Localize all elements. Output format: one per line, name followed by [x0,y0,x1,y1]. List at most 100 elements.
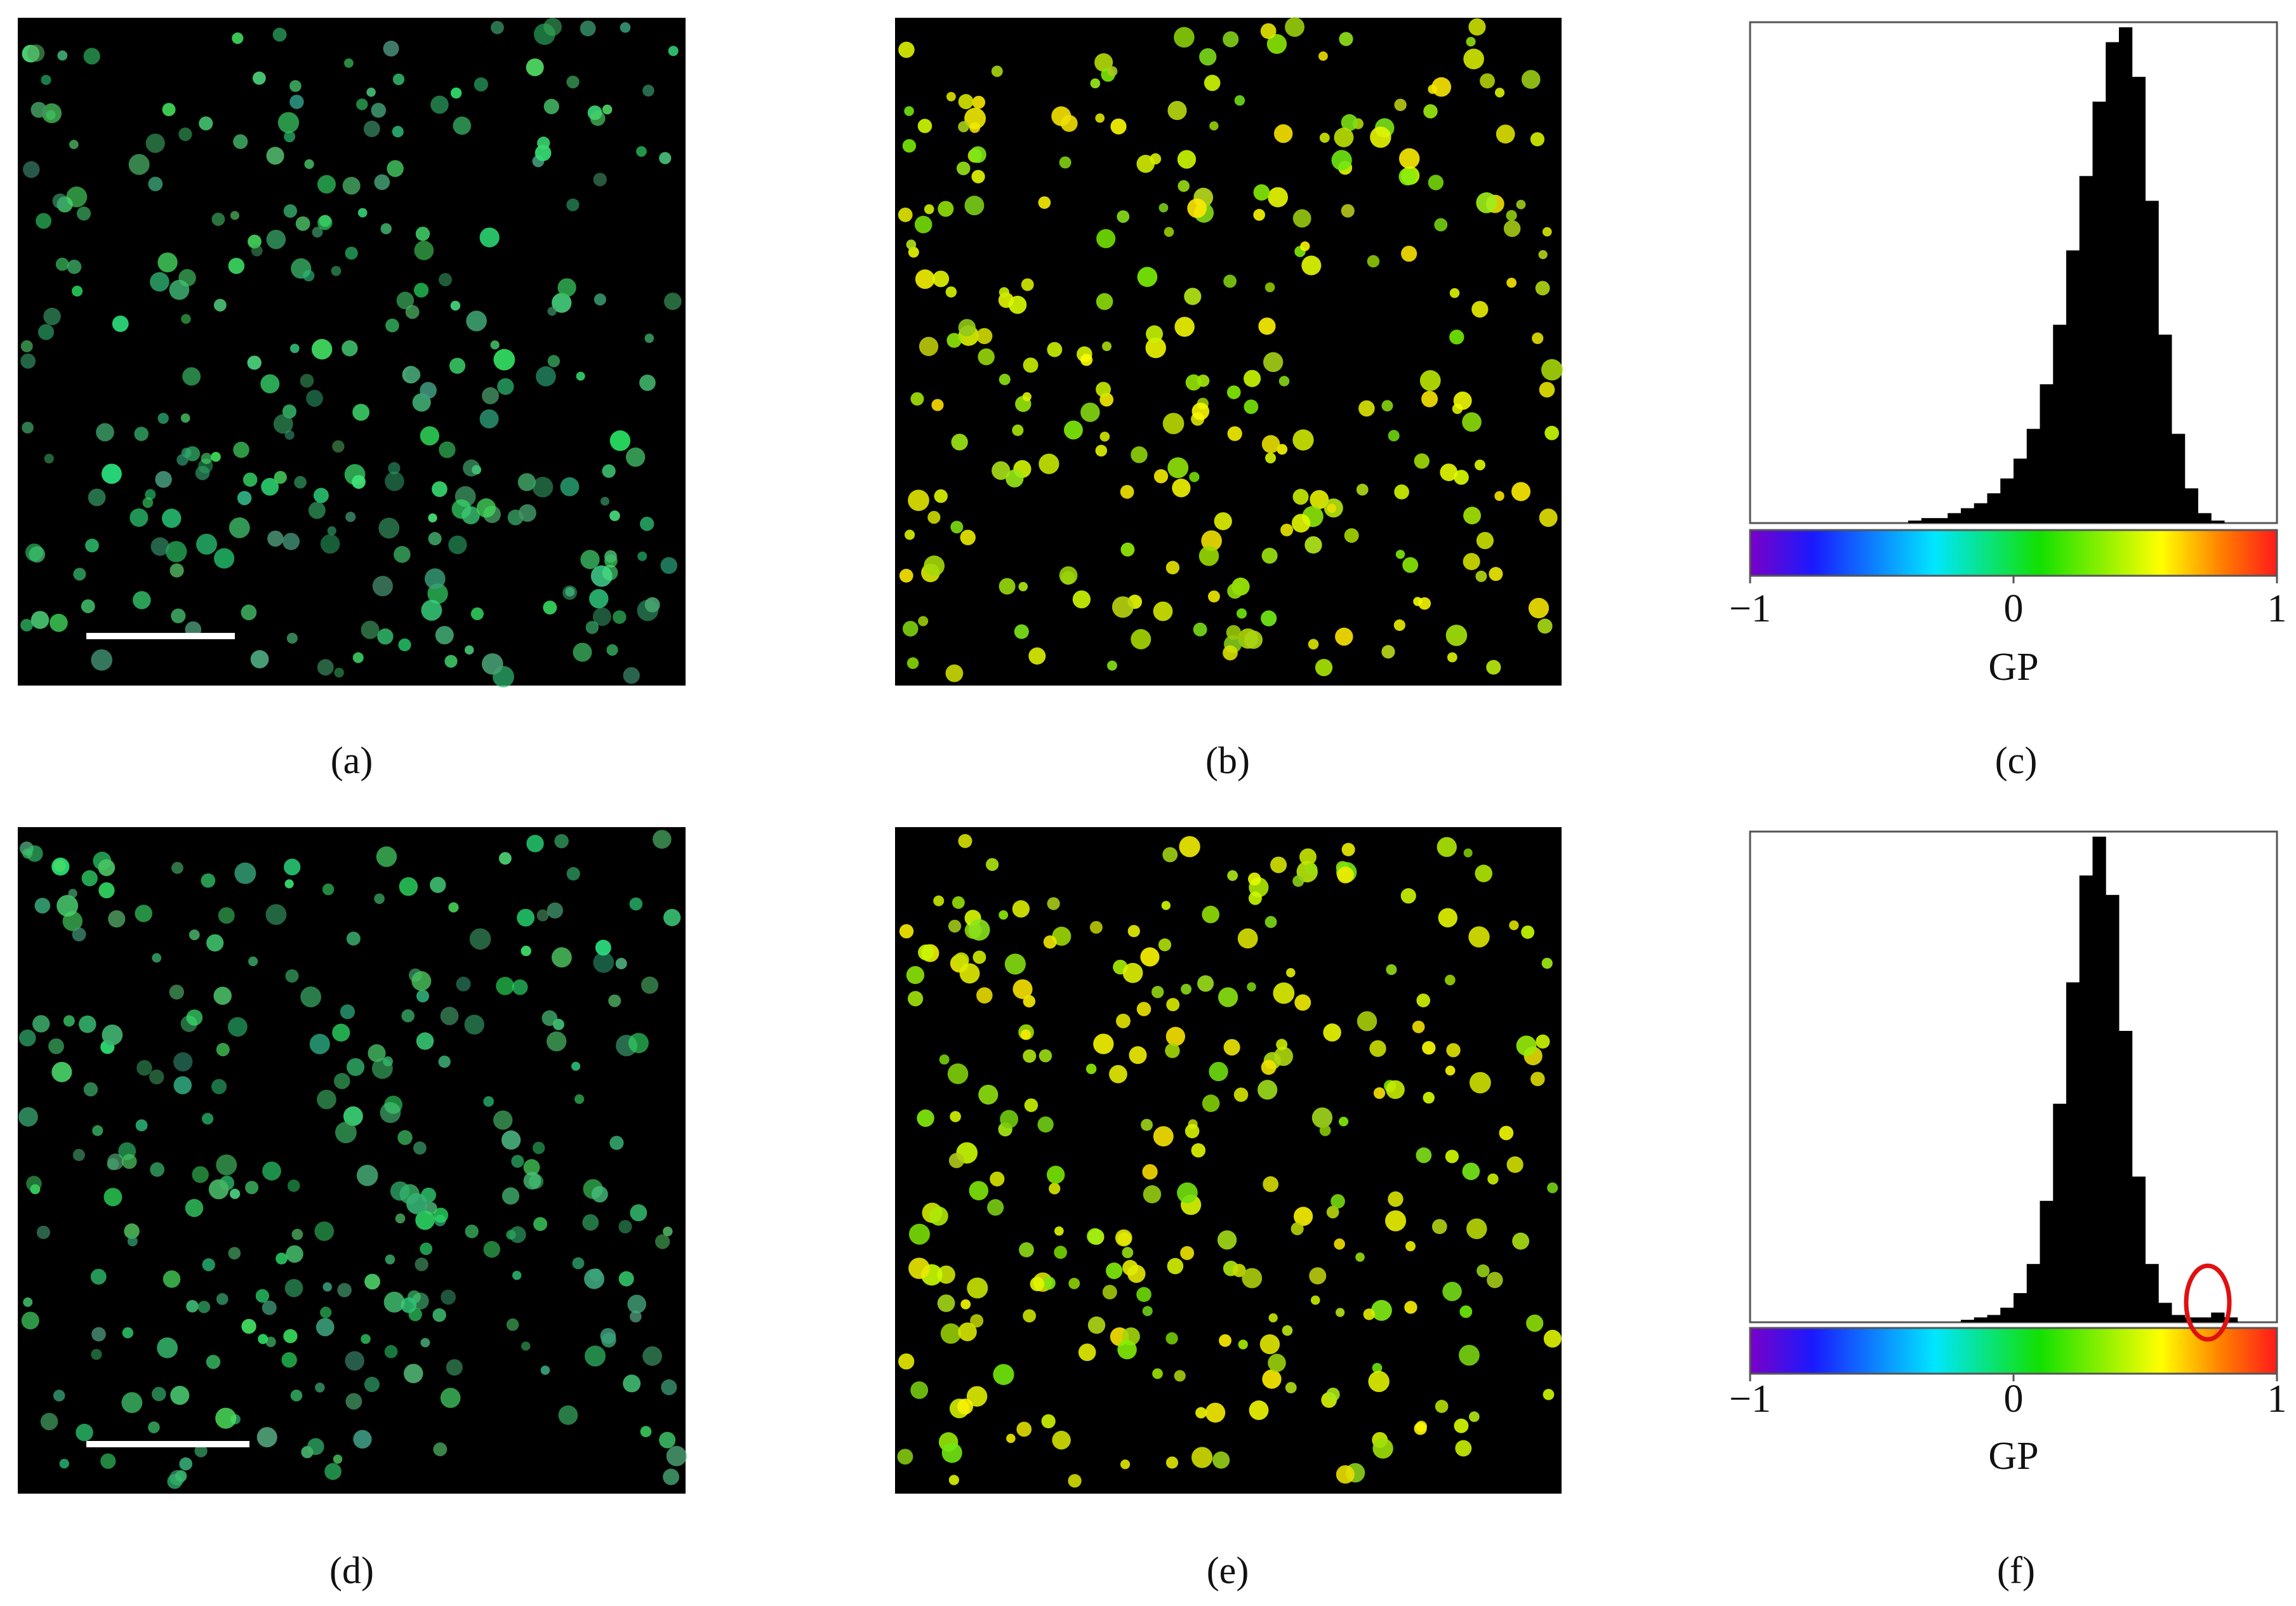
cell [148,1421,160,1433]
cell [1310,1295,1320,1305]
cell [589,589,609,609]
cell [1209,121,1219,131]
cell [283,1329,298,1343]
cell [1012,979,1033,999]
cell [908,1258,930,1279]
cell [274,470,287,484]
cell [1181,983,1192,995]
cell [970,1314,984,1328]
cell [230,211,239,220]
cell [1372,1363,1383,1373]
cell [255,1289,270,1303]
cell [511,1155,524,1168]
cell [1223,31,1239,48]
cell [322,1282,333,1292]
cell [1202,1094,1220,1112]
cell [1146,325,1164,343]
cell [145,489,156,500]
colorbar [1749,529,2278,577]
cell [1047,342,1063,357]
cell [661,1379,677,1395]
cell [157,252,178,273]
cell [501,1187,520,1205]
cell [521,1341,531,1351]
cell [899,569,913,583]
cell [628,1033,649,1054]
cell [180,413,190,423]
cell [1336,1308,1345,1317]
cell [659,1431,676,1449]
cell [618,1219,632,1234]
cell [27,44,45,62]
cell [1530,1072,1545,1087]
x-axis-label: GP [1988,1435,2038,1478]
cell [585,621,599,634]
cell [644,333,654,343]
cell [1223,1039,1240,1056]
cell [1309,1267,1327,1285]
cell [352,475,366,489]
cell [361,620,380,639]
cell [1335,627,1353,646]
cell [233,441,249,458]
cell [602,464,616,478]
cell [666,1445,687,1466]
cell [1370,1299,1392,1321]
cell [165,541,187,562]
cell [81,599,95,613]
cell [1264,282,1275,293]
cell [1037,1116,1054,1133]
cell [1453,391,1472,410]
micrograph [18,17,686,687]
cell [401,1009,415,1023]
cell [1165,561,1180,574]
cell [201,873,216,888]
cell [573,642,592,662]
cell [496,976,515,995]
cell [388,462,401,475]
cell [265,904,287,926]
cell [1330,1194,1345,1209]
cell [364,1273,380,1290]
cell [272,27,287,42]
cell [337,1283,352,1297]
cell [952,896,965,909]
cell [1413,597,1423,606]
cell [36,213,52,229]
cell [1187,198,1207,218]
cell [364,1376,380,1392]
cell [1205,1402,1226,1423]
cell [906,966,925,985]
cell [62,911,83,931]
cell [133,591,151,609]
cell [315,1318,335,1337]
micrograph [895,17,1563,686]
cell [1466,1218,1487,1240]
cell [162,103,176,117]
cell [304,159,314,169]
cell [1072,590,1091,609]
cell [173,1076,192,1094]
cell [371,1058,393,1079]
cell [1195,1407,1207,1419]
cell [129,508,149,527]
cell [585,1345,606,1367]
cell [554,833,569,849]
cell [668,46,679,56]
cell [1476,531,1494,550]
cell [1095,113,1105,123]
cell [1539,508,1558,528]
cell [135,905,152,922]
cell [1292,489,1309,505]
cell [281,1352,297,1368]
cell [1131,446,1148,463]
cell [1475,570,1487,582]
cell [83,48,100,65]
cell [1218,987,1238,1007]
cell [1462,1162,1480,1181]
cell [107,1153,124,1171]
cell [149,1069,164,1085]
bar [2145,201,2159,523]
cell [1440,463,1458,481]
cell [1471,301,1489,318]
